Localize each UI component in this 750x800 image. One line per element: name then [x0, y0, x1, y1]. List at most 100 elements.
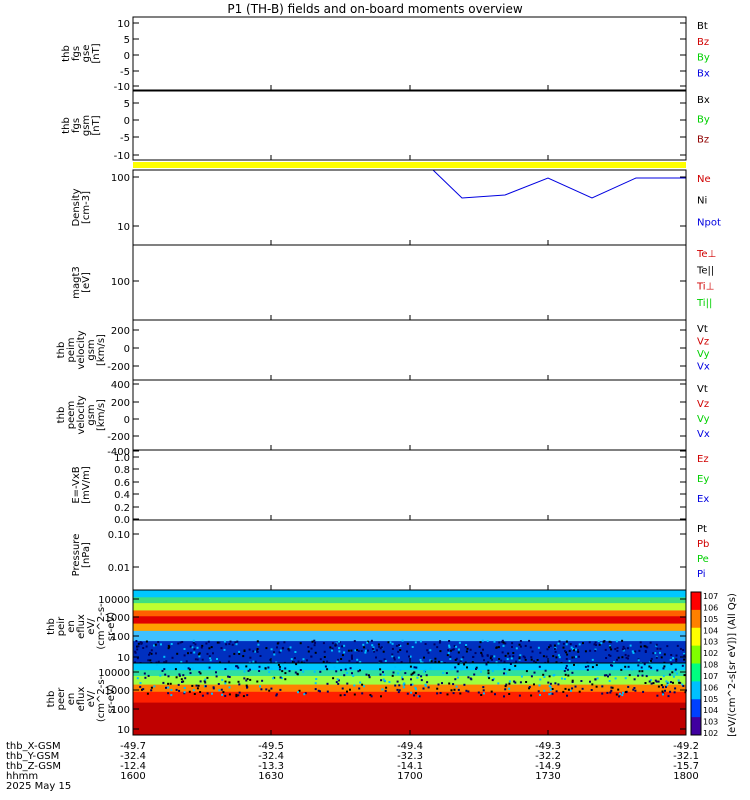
- xaxis-date: 2025 May 15: [6, 781, 71, 792]
- peer-spectrogram-speckle: [565, 667, 567, 670]
- peir-spectrogram-speckle: [238, 650, 241, 653]
- peer-spectrogram-speckle: [383, 673, 385, 676]
- peir-spectrogram-speckle: [136, 648, 139, 651]
- peer-spectrogram-speckle: [480, 694, 483, 696]
- xaxis-value: -13.3: [258, 761, 284, 772]
- peir-spectrogram-speckle: [209, 659, 212, 662]
- peir-spectrogram-speckle: [644, 649, 647, 652]
- peer-spectrogram-speckle: [236, 665, 239, 668]
- peir-spectrogram-speckle: [495, 661, 498, 664]
- peer-spectrogram-speckle: [595, 666, 598, 668]
- panel-frame-pressure: [132, 519, 687, 591]
- peer-spectrogram-speckle: [547, 681, 550, 684]
- peer-spectrogram-speckle: [346, 690, 348, 693]
- peir-spectrogram-speckle: [287, 648, 290, 651]
- peir-spectrogram-speckle: [501, 651, 504, 654]
- peer-spectrogram-speckle: [494, 693, 496, 696]
- peer-spectrogram-speckle: [326, 668, 329, 671]
- peer-spectrogram-speckle: [674, 670, 676, 673]
- peer-spectrogram-speckle: [455, 685, 458, 688]
- peer-spectrogram-speckle: [457, 663, 460, 666]
- peer-spectrogram-speckle: [270, 667, 273, 670]
- peir-spectrogram-speckle: [157, 641, 160, 643]
- ytick-label-fgs-gse: 0: [124, 51, 130, 62]
- peir-spectrogram-speckle: [399, 649, 402, 651]
- ylabel-pressure: [nPa]: [81, 542, 92, 568]
- ylabel-density: [cm-3]: [81, 191, 92, 224]
- peer-spectrogram-speckle: [397, 691, 400, 694]
- peer-spectrogram-speckle: [184, 665, 187, 668]
- path: [133, 522, 686, 530]
- peer-spectrogram-speckle: [146, 692, 149, 695]
- peir-spectrogram-speckle: [363, 646, 366, 649]
- ylabel-density: Density: [71, 188, 82, 226]
- peir-spectrogram-speckle: [447, 649, 450, 652]
- peir-spectrogram-speckle: [163, 661, 166, 664]
- peer-spectrogram-speckle: [363, 685, 365, 688]
- peir-spectrogram-speckle: [289, 646, 292, 649]
- ytick-label-peir: 10: [117, 653, 130, 664]
- peer-spectrogram-speckle: [337, 682, 340, 685]
- peer-spectrogram-speckle: [277, 663, 280, 666]
- peer-spectrogram-speckle: [619, 692, 621, 695]
- peir-spectrogram-speckle: [660, 656, 663, 659]
- peer-spectrogram-speckle: [424, 669, 427, 672]
- peir-spectrogram-speckle: [650, 659, 652, 662]
- peir-spectrogram-speckle: [364, 649, 367, 652]
- peir-spectrogram-speckle: [340, 658, 343, 660]
- xaxis-value: -32.2: [535, 751, 561, 762]
- peer-spectrogram-speckle: [427, 686, 430, 689]
- peir-spectrogram-speckle: [273, 653, 276, 656]
- peer-spectrogram-speckle: [485, 663, 488, 666]
- peer-spectrogram-speckle: [509, 663, 512, 665]
- peir-spectrogram-speckle: [629, 644, 632, 647]
- peer-spectrogram-speckle: [456, 676, 459, 679]
- peir-spectrogram-speckle: [530, 656, 533, 659]
- peer-spectrogram-speckle: [552, 674, 555, 677]
- ylabel-fgs-gse: thb: [61, 45, 72, 62]
- peir-spectrogram-speckle: [149, 659, 152, 662]
- panel-frame-fgs-gsm: [132, 90, 687, 161]
- panel-frame-temp: [132, 244, 687, 321]
- peir-spectrogram-speckle: [183, 648, 186, 650]
- peer-spectrogram-speckle: [648, 665, 651, 668]
- peer-spectrogram-speckle: [437, 683, 440, 686]
- peer-spectrogram-speckle: [204, 678, 207, 681]
- peir-spectrogram-speckle: [148, 653, 150, 656]
- peer-spectrogram-speckle: [487, 672, 490, 675]
- peir-spectrogram-speckle: [400, 661, 403, 663]
- peer-spectrogram-speckle: [199, 680, 202, 683]
- peer-spectrogram-speckle: [473, 673, 476, 676]
- peer-spectrogram-speckle: [551, 688, 554, 690]
- peir-spectrogram-speckle: [329, 646, 332, 649]
- peer-spectrogram-speckle: [679, 681, 682, 684]
- legend-fgs-gse-By: By: [697, 53, 710, 64]
- peir-spectrogram-speckle: [354, 649, 357, 652]
- peir-spectrogram-speckle: [338, 650, 341, 653]
- peer-spectrogram-speckle: [238, 683, 241, 686]
- peir-spectrogram-band-0: [133, 590, 686, 598]
- ytick-label-temp: 100: [111, 277, 130, 288]
- peer-spectrogram-speckle: [392, 671, 395, 674]
- peer-spectrogram-speckle: [175, 676, 178, 679]
- peer-spectrogram-speckle: [571, 681, 574, 683]
- peer-spectrogram-speckle: [487, 669, 490, 672]
- peir-spectrogram-speckle: [602, 640, 605, 643]
- peer-spectrogram-speckle: [610, 689, 613, 692]
- peir-spectrogram-speckle: [228, 643, 231, 645]
- peer-spectrogram-speckle: [298, 689, 301, 692]
- peer-spectrogram-speckle: [359, 669, 361, 672]
- peer-spectrogram-speckle: [249, 668, 251, 671]
- peir-spectrogram-speckle: [294, 651, 297, 653]
- peir-spectrogram-speckle: [519, 645, 522, 648]
- peer-spectrogram-speckle: [150, 689, 153, 692]
- peer-spectrogram-speckle: [314, 688, 317, 691]
- peer-spectrogram-speckle: [595, 664, 598, 667]
- peer-spectrogram-speckle: [648, 680, 651, 683]
- peer-spectrogram-speckle: [256, 680, 259, 683]
- peer-spectrogram-speckle: [220, 688, 223, 691]
- colorbar-tick: 105: [703, 695, 718, 704]
- peer-spectrogram-speckle: [538, 665, 541, 668]
- path: [133, 249, 686, 251]
- ylabel-peim: thb: [56, 342, 67, 359]
